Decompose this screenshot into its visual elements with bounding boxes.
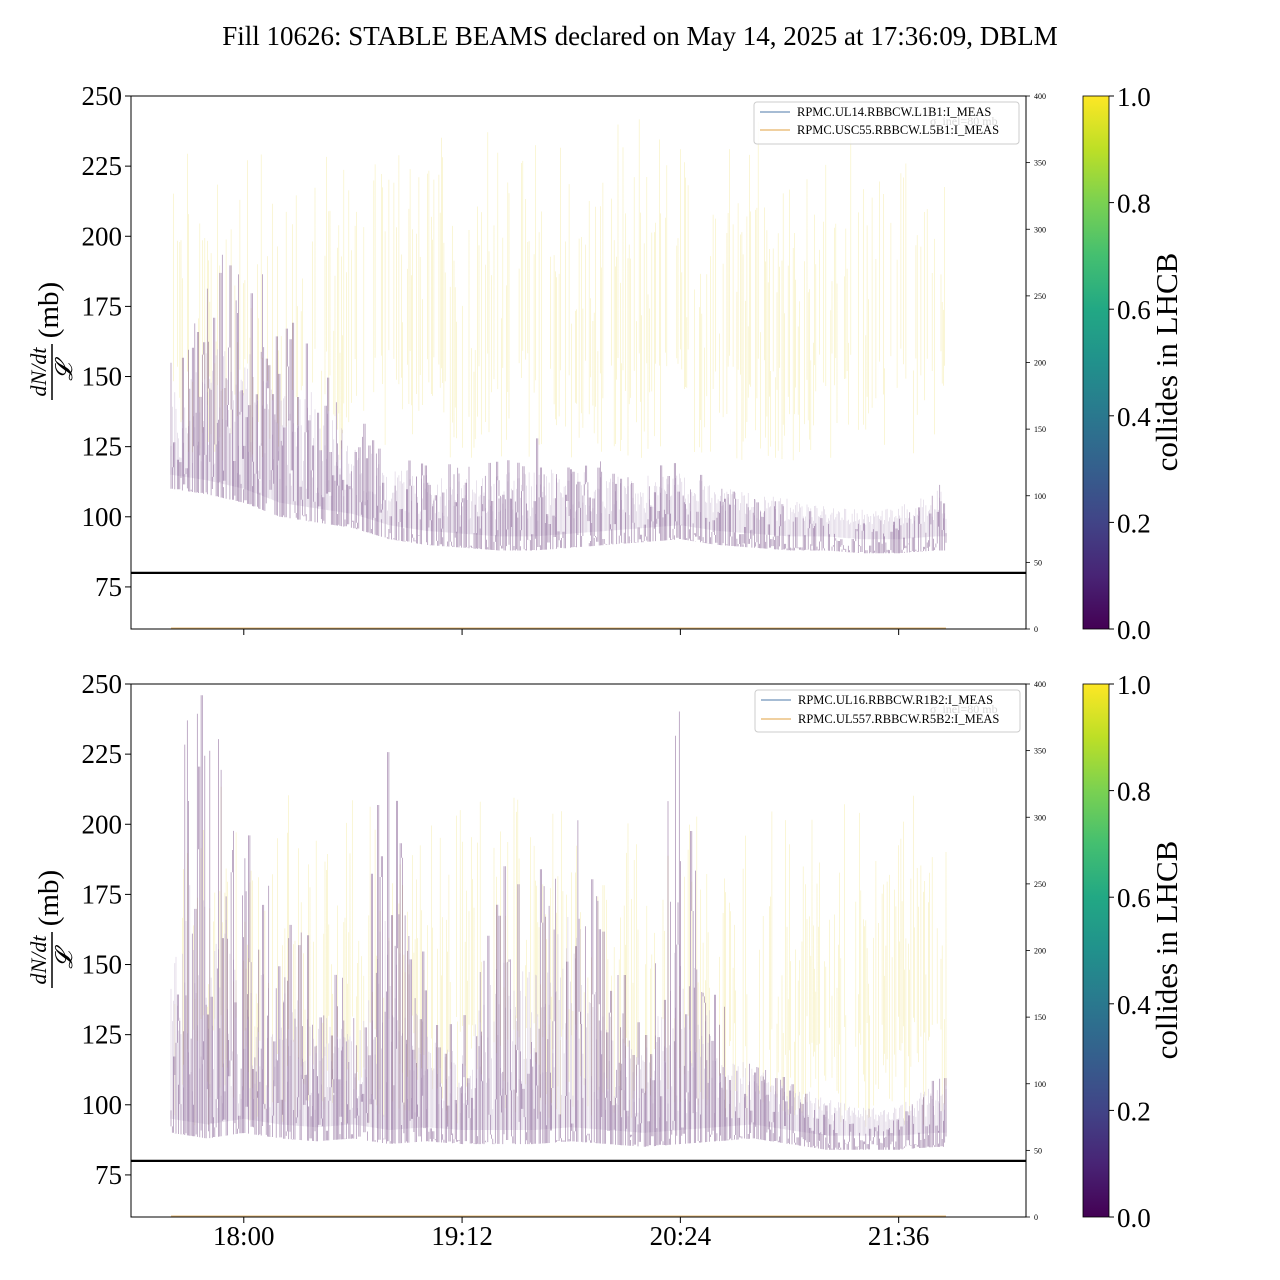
top-ytick-label: 200 bbox=[82, 221, 123, 251]
top-colorbar-gradient bbox=[1082, 95, 1110, 630]
top-panel: 75 100 125 150 175 200 225 250 0 50 100 150 200 250 3… bbox=[26, 81, 1046, 635]
bottom-ytick-label: 75 bbox=[95, 1160, 122, 1190]
bottom-y2tick-label: 100 bbox=[1034, 1080, 1046, 1089]
bottom-y2tick-label: 300 bbox=[1034, 813, 1046, 822]
top-cbtick-label: 0.8 bbox=[1117, 189, 1151, 219]
bottom-colorbar-label: collides in LHCB bbox=[1149, 841, 1184, 1060]
top-colorbar-label: collides in LHCB bbox=[1149, 253, 1184, 472]
bottom-ylabel-unit: (mb) bbox=[33, 870, 65, 926]
bottom-xtick-label: 21:36 bbox=[868, 1221, 930, 1251]
top-legend-label-2: RPMC.USC55.RBBCW.L5B1:I_MEAS bbox=[797, 123, 999, 137]
top-y2tick-label: 150 bbox=[1034, 425, 1046, 434]
top-colorbar-ticks: 0.0 0.2 0.4 0.6 0.8 1.0 bbox=[1109, 82, 1151, 645]
top-legend-box bbox=[753, 101, 1020, 145]
bottom-cbtick-label: 0.2 bbox=[1117, 1096, 1151, 1126]
bottom-secondary-y-ticks: 0 50 100 150 200 250 300 350 400 bbox=[1026, 680, 1046, 1222]
top-y2tick-label: 50 bbox=[1034, 558, 1042, 567]
top-y2tick-label: 350 bbox=[1034, 159, 1046, 168]
bottom-trace-main bbox=[170, 695, 947, 1150]
top-ytick-label: 75 bbox=[95, 572, 122, 602]
top-trace-main bbox=[170, 254, 947, 554]
bottom-colorbar: 0.0 0.2 0.4 0.6 0.8 1.0 collides in LHCB bbox=[1082, 670, 1184, 1233]
top-legend-label-1: RPMC.UL14.RBBCW.L1B1:I_MEAS bbox=[797, 105, 991, 119]
bottom-legend-label-2: RPMC.UL557.RBBCW.R5B2:I_MEAS bbox=[798, 712, 999, 726]
bottom-colorbar-gradient bbox=[1082, 683, 1110, 1218]
bottom-panel: 75 100 125 150 175 200 225 250 0 50 100 150 200 250 3… bbox=[26, 669, 1046, 1251]
bottom-y-ticks: 75 100 125 150 175 200 225 250 bbox=[82, 669, 131, 1190]
top-x-tick-marks bbox=[243, 629, 900, 635]
bottom-cbtick-label: 0.8 bbox=[1117, 777, 1151, 807]
bottom-cbtick-label: 0.0 bbox=[1117, 1203, 1151, 1233]
bottom-series-traces bbox=[170, 695, 947, 1217]
bottom-ytick-label: 150 bbox=[82, 950, 123, 980]
top-ytick-label: 225 bbox=[82, 151, 123, 181]
bottom-ytick-label: 200 bbox=[82, 809, 123, 839]
top-ytick-label: 100 bbox=[82, 502, 123, 532]
bottom-legend-ghost-label: σ_inel=80 mb bbox=[930, 702, 998, 716]
bottom-ytick-label: 175 bbox=[82, 879, 123, 909]
top-y2tick-label: 0 bbox=[1034, 625, 1038, 634]
bottom-y2tick-label: 150 bbox=[1034, 1013, 1046, 1022]
bottom-legend-label-1: RPMC.UL16.RBBCW.R1B2:I_MEAS bbox=[798, 693, 993, 707]
top-legend-ghost-label: σ_inel=80 mb bbox=[930, 114, 998, 128]
top-y-ticks: 75 100 125 150 175 200 225 250 bbox=[82, 81, 131, 602]
top-y2tick-label: 100 bbox=[1034, 492, 1046, 501]
top-y-axis-label: dN/dt 𝓛 (mb) bbox=[26, 282, 78, 400]
bottom-ytick-label: 225 bbox=[82, 739, 123, 769]
top-legend: RPMC.UL14.RBBCW.L1B1:I_MEAS RPMC.USC55.R… bbox=[753, 101, 1020, 145]
top-ylabel-denominator: 𝓛 bbox=[52, 357, 78, 381]
figure-title: Fill 10626: STABLE BEAMS declared on May… bbox=[222, 21, 1058, 51]
top-ytick-label: 150 bbox=[82, 362, 123, 392]
top-y2tick-label: 250 bbox=[1034, 292, 1046, 301]
top-y2tick-label: 400 bbox=[1034, 92, 1046, 101]
bottom-colorbar-ticks: 0.0 0.2 0.4 0.6 0.8 1.0 bbox=[1109, 670, 1151, 1233]
top-cbtick-label: 0.2 bbox=[1117, 508, 1151, 538]
bottom-x-ticks: 18:00 19:12 20:24 21:36 bbox=[213, 1217, 929, 1251]
bottom-y2tick-label: 0 bbox=[1034, 1213, 1038, 1222]
bottom-ytick-label: 100 bbox=[82, 1090, 123, 1120]
bottom-xtick-label: 18:00 bbox=[213, 1221, 275, 1251]
bottom-legend: RPMC.UL16.RBBCW.R1B2:I_MEAS RPMC.UL557.R… bbox=[754, 689, 1021, 733]
bottom-cbtick-label: 0.6 bbox=[1117, 883, 1151, 913]
bottom-xtick-label: 19:12 bbox=[431, 1221, 493, 1251]
top-series-traces bbox=[170, 119, 947, 629]
top-secondary-y-ticks: 0 50 100 150 200 250 300 350 400 bbox=[1026, 92, 1046, 634]
top-cbtick-label: 1.0 bbox=[1117, 82, 1151, 112]
top-ytick-label: 125 bbox=[82, 432, 123, 462]
bottom-y2tick-label: 400 bbox=[1034, 680, 1046, 689]
top-colorbar: 0.0 0.2 0.4 0.6 0.8 1.0 collides in LHCB bbox=[1082, 82, 1184, 645]
top-cbtick-label: 0.6 bbox=[1117, 295, 1151, 325]
top-trace-faint bbox=[170, 349, 947, 540]
bottom-cbtick-label: 0.4 bbox=[1117, 990, 1151, 1020]
top-cbtick-label: 0.4 bbox=[1117, 402, 1151, 432]
bottom-ytick-label: 125 bbox=[82, 1020, 123, 1050]
bottom-legend-box bbox=[754, 689, 1021, 733]
bottom-y2tick-label: 50 bbox=[1034, 1146, 1042, 1155]
top-ytick-label: 250 bbox=[82, 81, 123, 111]
top-trace-yellow bbox=[173, 119, 945, 461]
bottom-y-axis-label: dN/dt 𝓛 (mb) bbox=[26, 870, 78, 988]
bottom-xtick-label: 20:24 bbox=[650, 1221, 712, 1251]
bottom-y2tick-label: 350 bbox=[1034, 747, 1046, 756]
bottom-y2tick-label: 250 bbox=[1034, 880, 1046, 889]
bottom-ylabel-denominator: 𝓛 bbox=[52, 945, 78, 969]
top-y2tick-label: 200 bbox=[1034, 359, 1046, 368]
bottom-y2tick-label: 200 bbox=[1034, 947, 1046, 956]
top-cbtick-label: 0.0 bbox=[1117, 615, 1151, 645]
bottom-ytick-label: 250 bbox=[82, 669, 123, 699]
top-ytick-label: 175 bbox=[82, 291, 123, 321]
top-ylabel-unit: (mb) bbox=[33, 282, 65, 338]
bottom-ylabel-numerator: dN/dt bbox=[26, 935, 51, 985]
top-y2tick-label: 300 bbox=[1034, 225, 1046, 234]
bottom-cbtick-label: 1.0 bbox=[1117, 670, 1151, 700]
top-ylabel-numerator: dN/dt bbox=[26, 347, 51, 397]
